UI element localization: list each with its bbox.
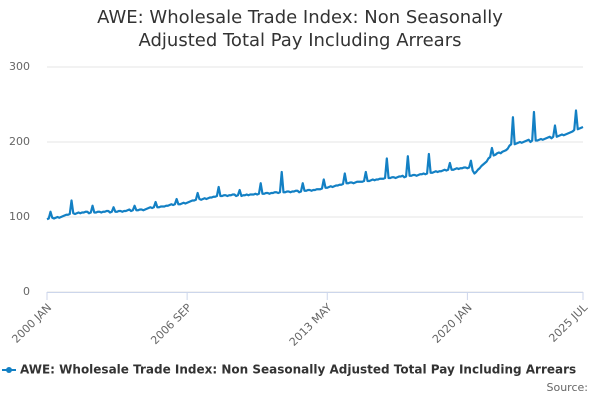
x-tick-label: 2020 JAN: [430, 301, 475, 346]
legend-symbol-dot: [6, 367, 12, 373]
y-tick-label: 300: [9, 60, 30, 73]
y-tick-label: 100: [9, 210, 30, 223]
y-tick-label: 200: [9, 135, 30, 148]
legend-label: AWE: Wholesale Trade Index: Non Seasonal…: [20, 363, 576, 377]
x-tick-label: 2013 MAY: [287, 301, 335, 349]
y-tick-label: 0: [23, 285, 30, 298]
chart-title: AWE: Wholesale Trade Index: Non Seasonal…: [97, 7, 503, 51]
data-line: [46, 109, 584, 221]
x-tick-label: 2000 JAN: [9, 301, 54, 346]
x-tick-label: 2025 JUL: [546, 300, 590, 344]
source: Source:: [547, 381, 589, 394]
x-tick-label: 2006 SEP: [148, 301, 194, 347]
